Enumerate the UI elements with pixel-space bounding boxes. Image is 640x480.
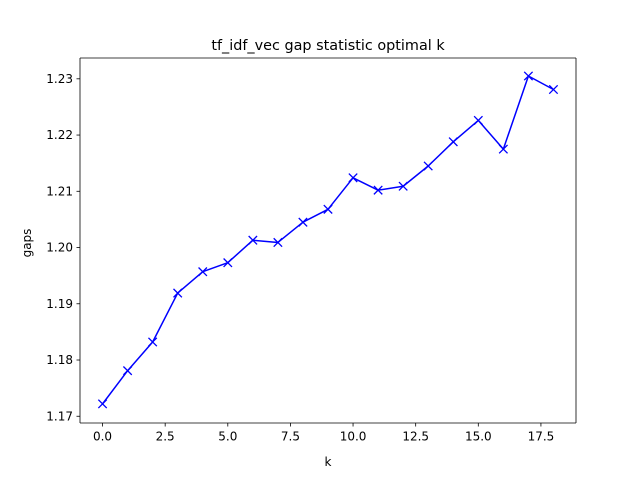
plot-area: 0.0 2.5 5.0 7.5 10.0 12.5 15.0 17.5 1.17 1.18 1.19… — [46, 57, 577, 444]
data-point-marker — [198, 267, 208, 277]
x-tick-label: 15.0 — [465, 430, 492, 444]
data-point-marker — [348, 173, 358, 183]
data-point-marker — [473, 115, 483, 126]
x-tick-label: 0.0 — [93, 430, 112, 444]
data-point-marker — [398, 181, 408, 191]
x-tick-label: 10.0 — [340, 430, 367, 444]
data-point-marker — [548, 84, 559, 95]
data-point-marker — [97, 399, 108, 409]
data-point-marker — [523, 71, 534, 81]
x-tick-label: 2.5 — [156, 430, 175, 444]
data-point-marker — [423, 161, 433, 171]
y-tick-label: 1.22 — [46, 128, 73, 142]
data-point-marker — [373, 185, 383, 195]
data-point-marker — [223, 258, 233, 268]
y-tick-label: 1.20 — [46, 241, 73, 255]
x-tick-label: 5.0 — [218, 430, 237, 444]
data-point-marker — [273, 237, 283, 248]
data-point-marker — [323, 204, 333, 214]
x-axis-label: k — [325, 455, 332, 469]
data-point-marker — [173, 288, 183, 298]
data-point-marker — [248, 235, 258, 245]
y-tick-label: 1.23 — [46, 72, 73, 86]
x-tick-label: 17.5 — [528, 430, 555, 444]
data-point-marker — [448, 137, 458, 147]
y-tick-label: 1.18 — [46, 353, 73, 367]
data-point-marker — [298, 217, 308, 227]
x-tick-label: 12.5 — [402, 430, 429, 444]
x-tick-label: 7.5 — [281, 430, 300, 444]
data-point-marker — [498, 144, 509, 154]
chart-title: tf_idf_vec gap statistic optimal k — [211, 38, 445, 54]
y-tick-label: 1.21 — [46, 184, 73, 198]
data-point-marker — [122, 366, 133, 376]
y-tick-label: 1.17 — [46, 409, 73, 423]
y-axis-label: gaps — [20, 229, 34, 258]
data-point-marker — [147, 337, 158, 347]
y-tick-label: 1.19 — [46, 297, 73, 311]
